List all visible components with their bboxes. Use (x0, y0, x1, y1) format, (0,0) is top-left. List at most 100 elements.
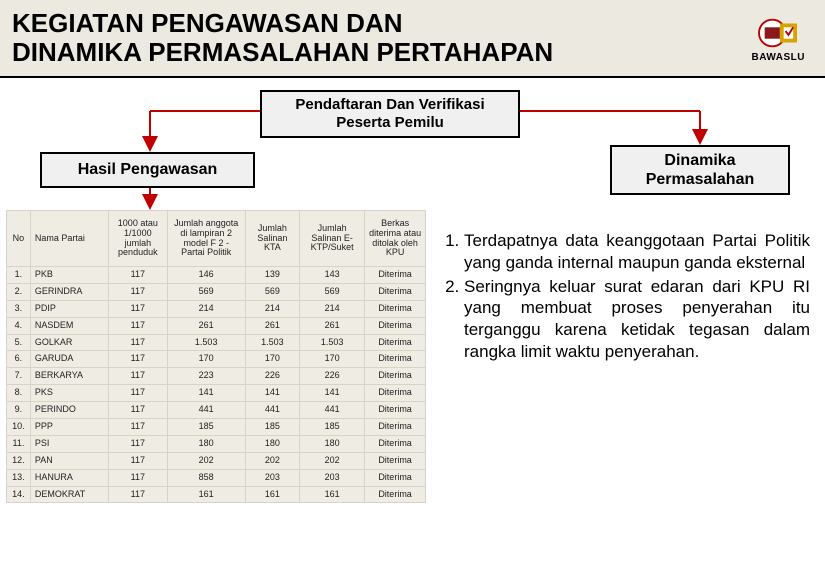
issues-list: Terdapatnya data keanggotaan Partai Poli… (440, 230, 810, 365)
table-row: 10.PPP117185185185Diterima (7, 419, 426, 436)
cell-c1: 117 (109, 452, 168, 469)
cell-c5: Diterima (365, 317, 426, 334)
org-name: BAWASLU (752, 52, 806, 63)
cell-c3: 170 (245, 351, 299, 368)
cell-c1: 117 (109, 368, 168, 385)
cell-c5: Diterima (365, 300, 426, 317)
cell-nm: PDIP (30, 300, 108, 317)
title-line2: DINAMIKA PERMASALAHAN PERTAHAPAN (12, 37, 553, 67)
table-row: 11.PSI117180180180Diterima (7, 435, 426, 452)
cell-no: 3. (7, 300, 31, 317)
col-c2: Jumlah anggota di lampiran 2 model F 2 -… (167, 211, 245, 267)
cell-c3: 185 (245, 419, 299, 436)
cell-c1: 117 (109, 300, 168, 317)
table-row: 8.PKS117141141141Diterima (7, 385, 426, 402)
table-row: 13.HANURA117858203203Diterima (7, 469, 426, 486)
col-nama: Nama Partai (30, 211, 108, 267)
cell-c5: Diterima (365, 435, 426, 452)
table-row: 2.GERINDRA117569569569Diterima (7, 283, 426, 300)
cell-c2: 202 (167, 452, 245, 469)
cell-nm: PSI (30, 435, 108, 452)
table-row: 14.DEMOKRAT117161161161Diterima (7, 486, 426, 503)
cell-c4: 141 (300, 385, 365, 402)
cell-c1: 117 (109, 402, 168, 419)
cell-no: 13. (7, 469, 31, 486)
cell-c3: 180 (245, 435, 299, 452)
cell-c5: Diterima (365, 267, 426, 284)
cell-c3: 214 (245, 300, 299, 317)
cell-c5: Diterima (365, 385, 426, 402)
table-row: 3.PDIP117214214214Diterima (7, 300, 426, 317)
cell-c3: 226 (245, 368, 299, 385)
cell-c5: Diterima (365, 486, 426, 503)
cell-c4: 569 (300, 283, 365, 300)
col-c1: 1000 atau 1/1000 jumlah penduduk (109, 211, 168, 267)
cell-no: 7. (7, 368, 31, 385)
right-stage-box: Dinamika Permasalahan (610, 145, 790, 195)
cell-c2: 141 (167, 385, 245, 402)
cell-c4: 261 (300, 317, 365, 334)
col-no: No (7, 211, 31, 267)
cell-c5: Diterima (365, 419, 426, 436)
table-row: 1.PKB117146139143Diterima (7, 267, 426, 284)
cell-c3: 139 (245, 267, 299, 284)
cell-c4: 214 (300, 300, 365, 317)
cell-c3: 203 (245, 469, 299, 486)
cell-c2: 170 (167, 351, 245, 368)
cell-c2: 261 (167, 317, 245, 334)
cell-c2: 161 (167, 486, 245, 503)
cell-c4: 226 (300, 368, 365, 385)
cell-c1: 117 (109, 317, 168, 334)
cell-c2: 569 (167, 283, 245, 300)
slide-header: KEGIATAN PENGAWASAN DAN DINAMIKA PERMASA… (0, 0, 825, 78)
cell-c4: 161 (300, 486, 365, 503)
cell-c2: 858 (167, 469, 245, 486)
cell-c2: 180 (167, 435, 245, 452)
cell-c1: 117 (109, 486, 168, 503)
cell-c4: 185 (300, 419, 365, 436)
center-stage-box: Pendaftaran Dan Verifikasi Peserta Pemil… (260, 90, 520, 138)
cell-no: 11. (7, 435, 31, 452)
issue-1: Terdapatnya data keanggotaan Partai Poli… (464, 230, 810, 274)
cell-c4: 202 (300, 452, 365, 469)
cell-c1: 117 (109, 419, 168, 436)
col-c4: Jumlah Salinan E-KTP/Suket (300, 211, 365, 267)
cell-c5: Diterima (365, 334, 426, 351)
cell-no: 4. (7, 317, 31, 334)
cell-nm: PAN (30, 452, 108, 469)
title-line1: KEGIATAN PENGAWASAN DAN (12, 8, 403, 38)
cell-c1: 117 (109, 283, 168, 300)
cell-c2: 146 (167, 267, 245, 284)
table-row: 5.GOLKAR1171.5031.5031.503Diterima (7, 334, 426, 351)
cell-nm: GERINDRA (30, 283, 108, 300)
cell-c1: 117 (109, 469, 168, 486)
cell-c1: 117 (109, 435, 168, 452)
cell-c4: 441 (300, 402, 365, 419)
cell-no: 12. (7, 452, 31, 469)
cell-nm: GARUDA (30, 351, 108, 368)
cell-no: 10. (7, 419, 31, 436)
table-row: 12.PAN117202202202Diterima (7, 452, 426, 469)
cell-c5: Diterima (365, 368, 426, 385)
cell-nm: PPP (30, 419, 108, 436)
cell-c4: 180 (300, 435, 365, 452)
cell-c4: 1.503 (300, 334, 365, 351)
cell-nm: PKS (30, 385, 108, 402)
cell-no: 14. (7, 486, 31, 503)
cell-c2: 185 (167, 419, 245, 436)
col-c5: Berkas diterima atau ditolak oleh KPU (365, 211, 426, 267)
cell-c5: Diterima (365, 469, 426, 486)
table-row: 7.BERKARYA117223226226Diterima (7, 368, 426, 385)
table-row: 6.GARUDA117170170170Diterima (7, 351, 426, 368)
cell-c4: 203 (300, 469, 365, 486)
cell-c3: 569 (245, 283, 299, 300)
cell-no: 8. (7, 385, 31, 402)
cell-c3: 261 (245, 317, 299, 334)
results-table: No Nama Partai 1000 atau 1/1000 jumlah p… (6, 210, 426, 503)
table-header-row: No Nama Partai 1000 atau 1/1000 jumlah p… (7, 211, 426, 267)
cell-c2: 223 (167, 368, 245, 385)
cell-no: 2. (7, 283, 31, 300)
org-logo: BAWASLU (752, 14, 806, 63)
cell-c1: 117 (109, 267, 168, 284)
cell-c3: 1.503 (245, 334, 299, 351)
